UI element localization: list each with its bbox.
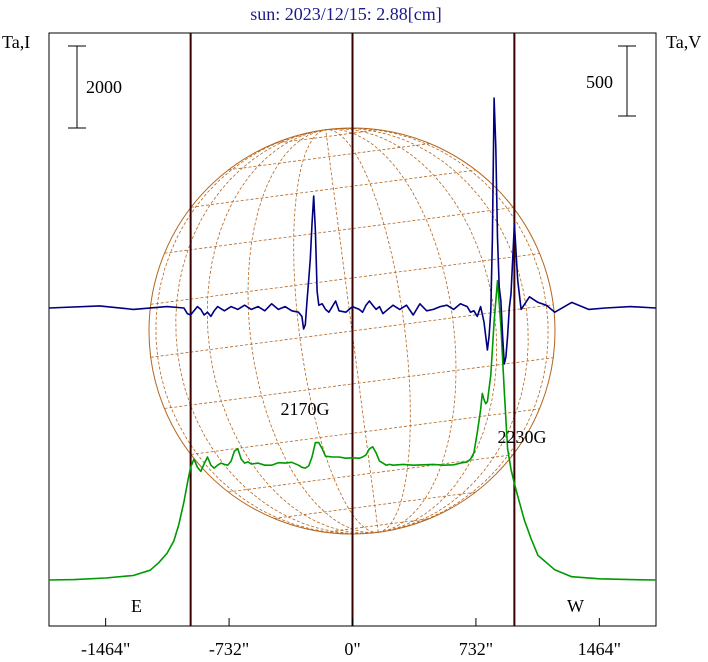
latitude-line [191, 169, 476, 208]
series-line-v [48, 97, 657, 365]
latitude-line [228, 143, 430, 171]
annotation-2230g: 2230G [498, 427, 547, 447]
x-tick-label: 0" [344, 639, 360, 659]
x-tick-label: 732" [459, 639, 493, 659]
y-axis-label-right: Ta,V [666, 32, 701, 52]
longitude-line [247, 129, 379, 534]
x-tick-label: -1464" [81, 639, 130, 659]
y-axis-label-left: Ta,I [2, 32, 30, 52]
longitude-line [325, 129, 379, 533]
latitude-line [274, 129, 379, 144]
scale-bar-right: 500 [586, 45, 636, 117]
longitude-line [175, 129, 379, 534]
scale-bar-left: 2000 [68, 45, 122, 129]
x-tick-label: 1464" [578, 639, 621, 659]
x-axis: -1464" -732" 0" 732" 1464" [81, 618, 621, 659]
longitude-line [325, 127, 549, 533]
longitude-line [325, 128, 529, 533]
longitude-line [293, 129, 379, 533]
chart-title: sun: 2023/12/15: 2.88[cm] [250, 4, 442, 24]
longitude-line [325, 129, 411, 533]
annotation-2170g: 2170G [281, 399, 330, 419]
limb-label-east: E [131, 596, 142, 616]
longitude-line [325, 128, 457, 533]
latitude-line [164, 207, 514, 254]
x-tick-label: -732" [209, 639, 249, 659]
scale-bar-left-label: 2000 [86, 77, 122, 97]
limb-label-west: W [567, 596, 584, 616]
series-lines [48, 97, 657, 581]
limb-lines [189, 33, 516, 626]
longitude-line [155, 129, 379, 535]
scale-bar-right-label: 500 [586, 72, 613, 92]
series-line-i [48, 279, 657, 581]
